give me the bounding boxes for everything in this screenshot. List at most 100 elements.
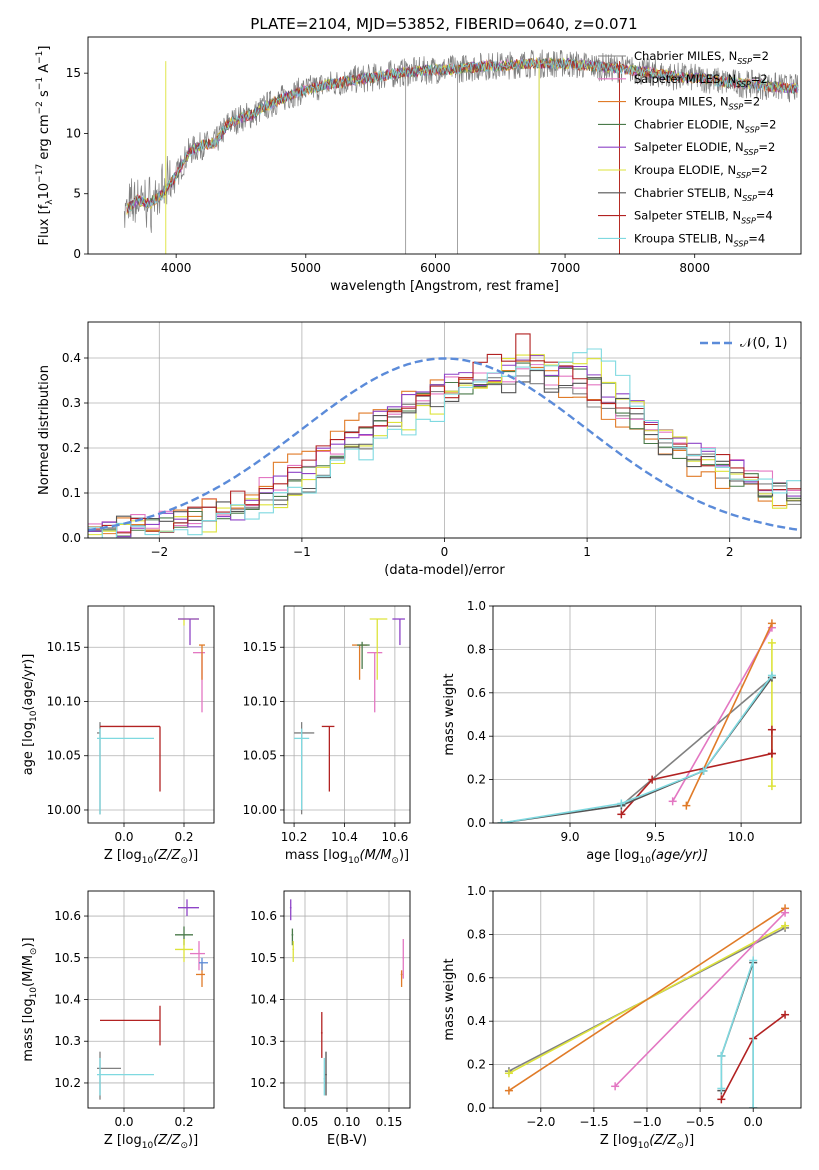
x-tick-label: 6000 <box>420 261 451 275</box>
weight-lines <box>504 904 790 1108</box>
errorbar-points <box>289 899 405 1096</box>
x-tick-label: 5000 <box>291 261 322 275</box>
y-tick-label: 10 <box>66 126 81 140</box>
y-tick-label: 0 <box>73 247 81 261</box>
x-axis-label: wavelength [Angstrom, rest frame] <box>330 279 559 294</box>
y-tick-label: 0.1 <box>62 486 81 500</box>
x-tick-label: 9.0 <box>560 830 579 844</box>
x-axis-label: (data-model)/error <box>384 563 505 578</box>
data-point <box>292 941 295 962</box>
axes-frame <box>87 890 215 1109</box>
data-point <box>402 938 405 979</box>
weight-series-line <box>508 907 786 1092</box>
data-point <box>321 725 335 792</box>
y-tick-label: 10.4 <box>54 993 81 1007</box>
y-tick-label: 15 <box>66 66 81 80</box>
y-tick-label: 0.0 <box>62 531 81 545</box>
axes-spectrum: 4000 5000 6000 7000 8000 0 5 10 15 wavelength [An… <box>35 36 802 294</box>
axes-mass-vs-Z: 0.0 0.2 10.2 10.3 10.4 10.5 10.6 Z [log10(Z/Z⊙)… <box>21 890 215 1151</box>
x-tick-label: 0.2 <box>174 1115 193 1129</box>
data-point <box>100 1005 161 1046</box>
y-axis-label: Normed distribution <box>37 365 52 495</box>
y-tick-label: 0.2 <box>467 1058 486 1072</box>
errorbar-points <box>294 618 405 815</box>
legend-label: Salpeter STELIB, NSSP=4 <box>634 209 773 226</box>
y-tick-label: 10.10 <box>243 694 277 708</box>
axes-mass-weight-vs-age: 9.0 9.5 10.0 0.0 0.2 0.4 0.6 0.8 1.0 age [log10(a… <box>442 599 802 866</box>
x-tick-label: 10.6 <box>382 830 409 844</box>
data-point <box>289 899 292 921</box>
x-tick-label: 8000 <box>679 261 710 275</box>
data-point <box>320 1012 323 1058</box>
x-tick-label: −1.5 <box>579 1115 608 1129</box>
y-tick-label: 1.0 <box>467 599 486 613</box>
y-tick-label: 0.6 <box>467 686 486 700</box>
histogram-series <box>88 333 801 534</box>
x-axis-label: age [log10(age/yr)] <box>586 848 708 866</box>
x-tick-label: 0.10 <box>334 1115 361 1129</box>
x-tick-label: 9.5 <box>646 830 665 844</box>
y-axis-label: Flux [fλ10−17 erg cm−2 s−1 A−1] <box>35 46 55 246</box>
weight-series-line <box>720 960 754 1108</box>
x-tick-label: 10.4 <box>331 830 358 844</box>
axes-mass-vs-ebv: 0.05 0.10 0.15 10.2 10.3 10.4 10.5 10.6 E(B-V) <box>250 890 411 1148</box>
residual-histograms <box>88 333 801 538</box>
y-tick-label: 10.4 <box>250 993 277 1007</box>
model-spectrum-line <box>126 58 799 212</box>
data-point <box>175 938 193 962</box>
data-point <box>357 641 370 669</box>
y-tick-label: 0.4 <box>467 729 486 743</box>
y-tick-label: 10.05 <box>47 749 81 763</box>
y-tick-label: 10.5 <box>54 951 81 965</box>
data-point <box>294 728 310 810</box>
data-point <box>369 618 388 680</box>
y-tick-label: 0.8 <box>467 642 486 656</box>
data-point <box>97 728 154 815</box>
x-tick-label: −2.0 <box>526 1115 555 1129</box>
y-tick-label: 10.6 <box>250 909 277 923</box>
y-axis-label: mass weight <box>442 958 457 1040</box>
x-tick-label: 7000 <box>550 261 581 275</box>
weight-series-line <box>620 676 773 807</box>
y-tick-label: 0.2 <box>62 441 81 455</box>
x-tick-label: −0.5 <box>686 1115 715 1129</box>
axes-frame <box>492 605 802 824</box>
spectrum-lines <box>123 49 799 254</box>
normal-curve <box>88 357 799 532</box>
legend-label: 𝒩(0, 1) <box>740 336 787 351</box>
x-axis-label: Z [log10(Z/Z⊙)] <box>600 1133 694 1151</box>
axes-frame <box>87 36 802 255</box>
errorbar-points <box>97 618 205 815</box>
y-tick-label: 10.3 <box>54 1034 81 1048</box>
legend-label: Chabrier MILES, NSSP=2 <box>634 49 769 66</box>
x-axis-label: Z [log10(Z/Z⊙)] <box>104 1133 198 1151</box>
y-tick-label: 10.5 <box>250 951 277 965</box>
errorbar-points <box>97 899 208 1100</box>
legend-label: Kroupa STELIB, NSSP=4 <box>634 231 765 248</box>
weight-lines <box>497 619 776 823</box>
y-tick-label: 1.0 <box>467 884 486 898</box>
axes-residuals: −2 −1 0 1 2 0.0 0.1 0.2 0.3 0.4 (data-model)/error… <box>37 321 802 578</box>
y-tick-label: 10.6 <box>54 909 81 923</box>
y-axis-label: mass weight <box>442 673 457 755</box>
legend-label: Kroupa MILES, NSSP=2 <box>634 95 760 112</box>
x-axis-label: mass [log10(M/M⊙)] <box>285 848 409 866</box>
y-tick-label: 0.3 <box>62 396 81 410</box>
x-axis-label: E(B-V) <box>327 1133 367 1148</box>
x-tick-label: 1 <box>583 545 591 559</box>
x-tick-label: −2 <box>150 545 168 559</box>
model-spectrum-line <box>126 58 799 214</box>
data-point <box>199 644 205 680</box>
y-tick-label: 10.2 <box>54 1076 81 1090</box>
data-point <box>291 928 294 946</box>
legend-label: Chabrier STELIB, NSSP=4 <box>634 186 774 203</box>
y-tick-label: 0.4 <box>467 1014 486 1028</box>
data-point <box>325 1051 327 1096</box>
x-tick-label: 0.15 <box>376 1115 403 1129</box>
x-tick-label: −1 <box>293 545 311 559</box>
axes-frame <box>283 890 411 1109</box>
data-point <box>97 1057 154 1096</box>
